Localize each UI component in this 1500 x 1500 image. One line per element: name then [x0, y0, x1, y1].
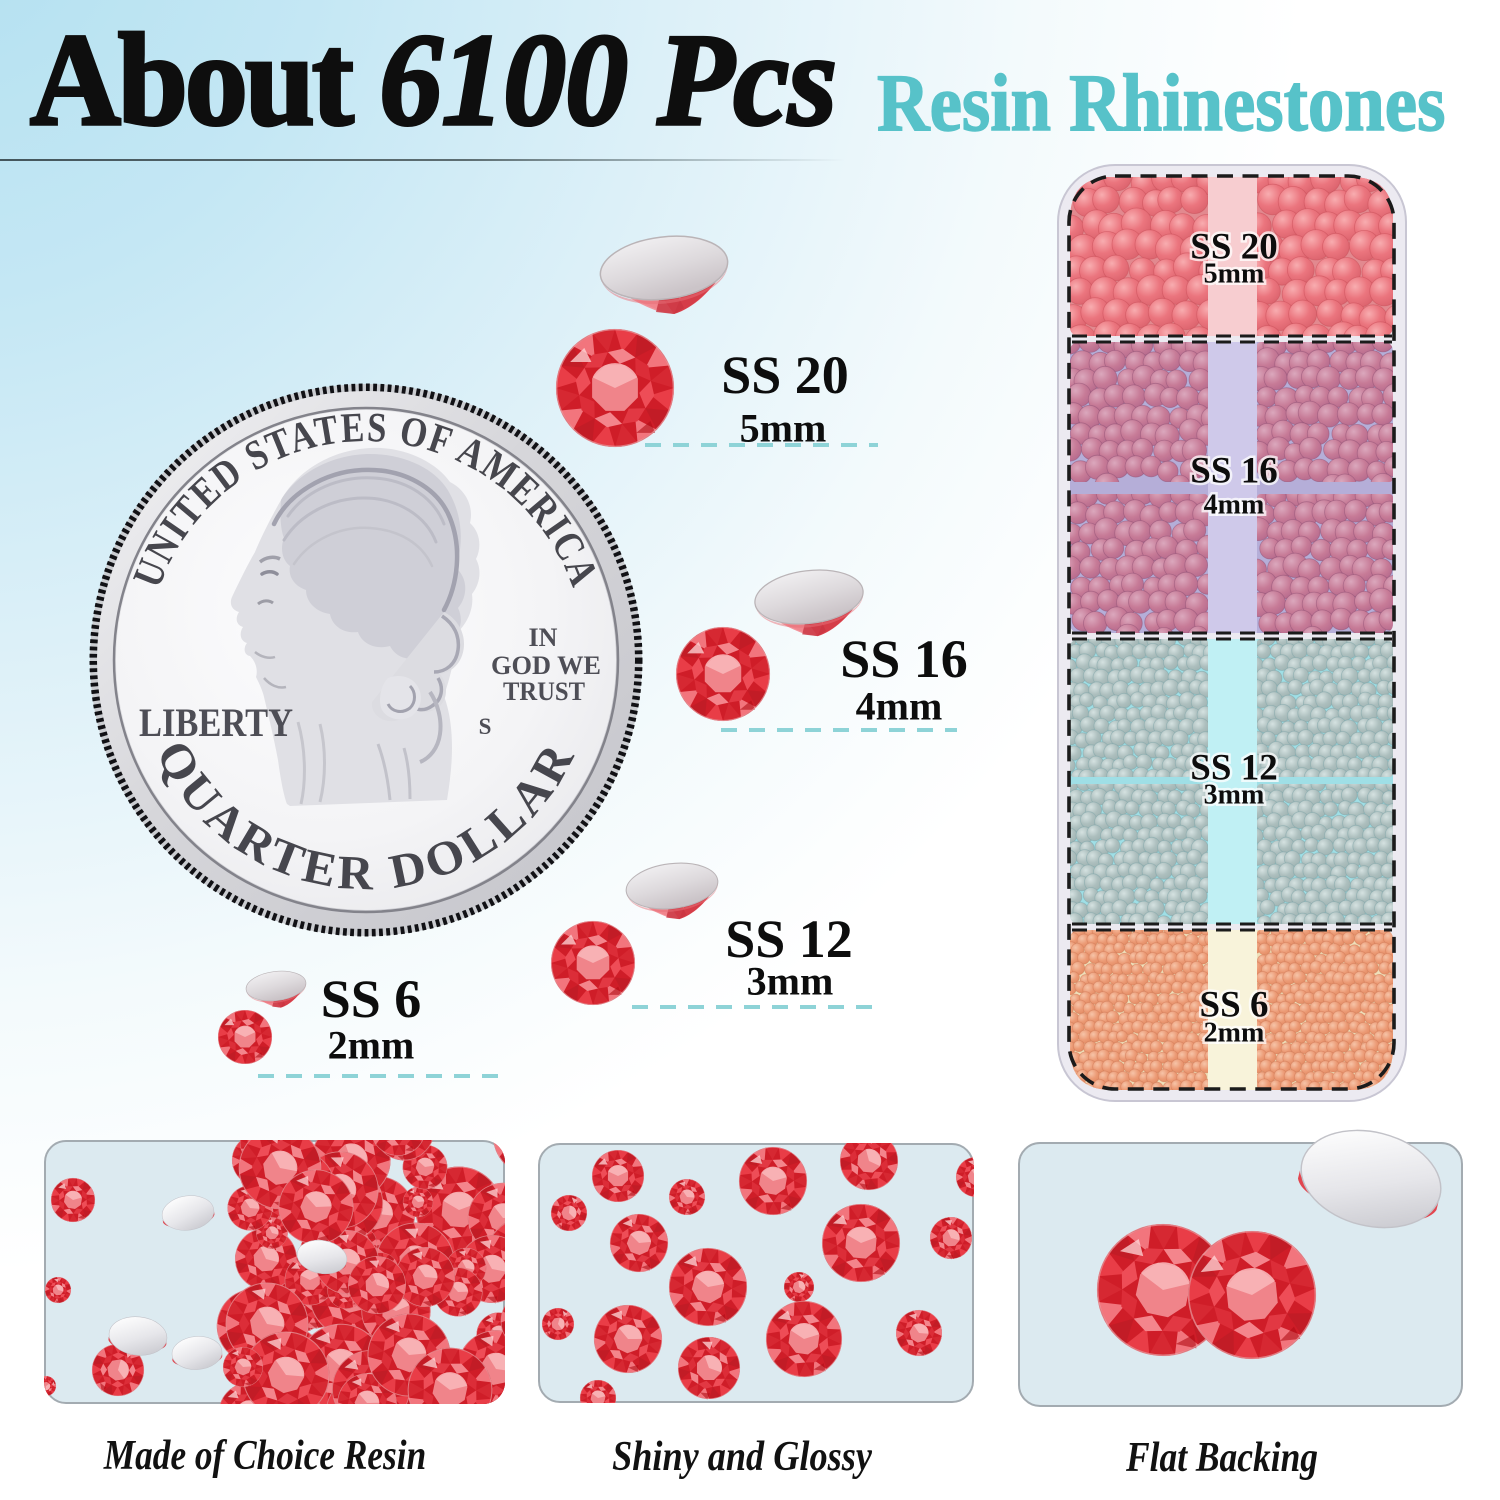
svg-text:GOD WE: GOD WE: [491, 651, 601, 680]
svg-text:SS 16: SS 16: [1190, 450, 1277, 491]
svg-text:SS 12: SS 12: [1190, 747, 1277, 788]
svg-text:SS 6: SS 6: [1200, 984, 1269, 1025]
svg-text:2mm: 2mm: [1204, 1017, 1265, 1048]
svg-text:3mm: 3mm: [1204, 779, 1265, 810]
svg-text:SS 20: SS 20: [1190, 226, 1277, 267]
svg-text:5mm: 5mm: [1204, 258, 1265, 289]
svg-text:S: S: [479, 714, 492, 739]
svg-text:4mm: 4mm: [1204, 489, 1265, 520]
svg-text:IN: IN: [529, 623, 558, 652]
svg-text:LIBERTY: LIBERTY: [139, 700, 293, 745]
svg-text:TRUST: TRUST: [503, 677, 585, 706]
